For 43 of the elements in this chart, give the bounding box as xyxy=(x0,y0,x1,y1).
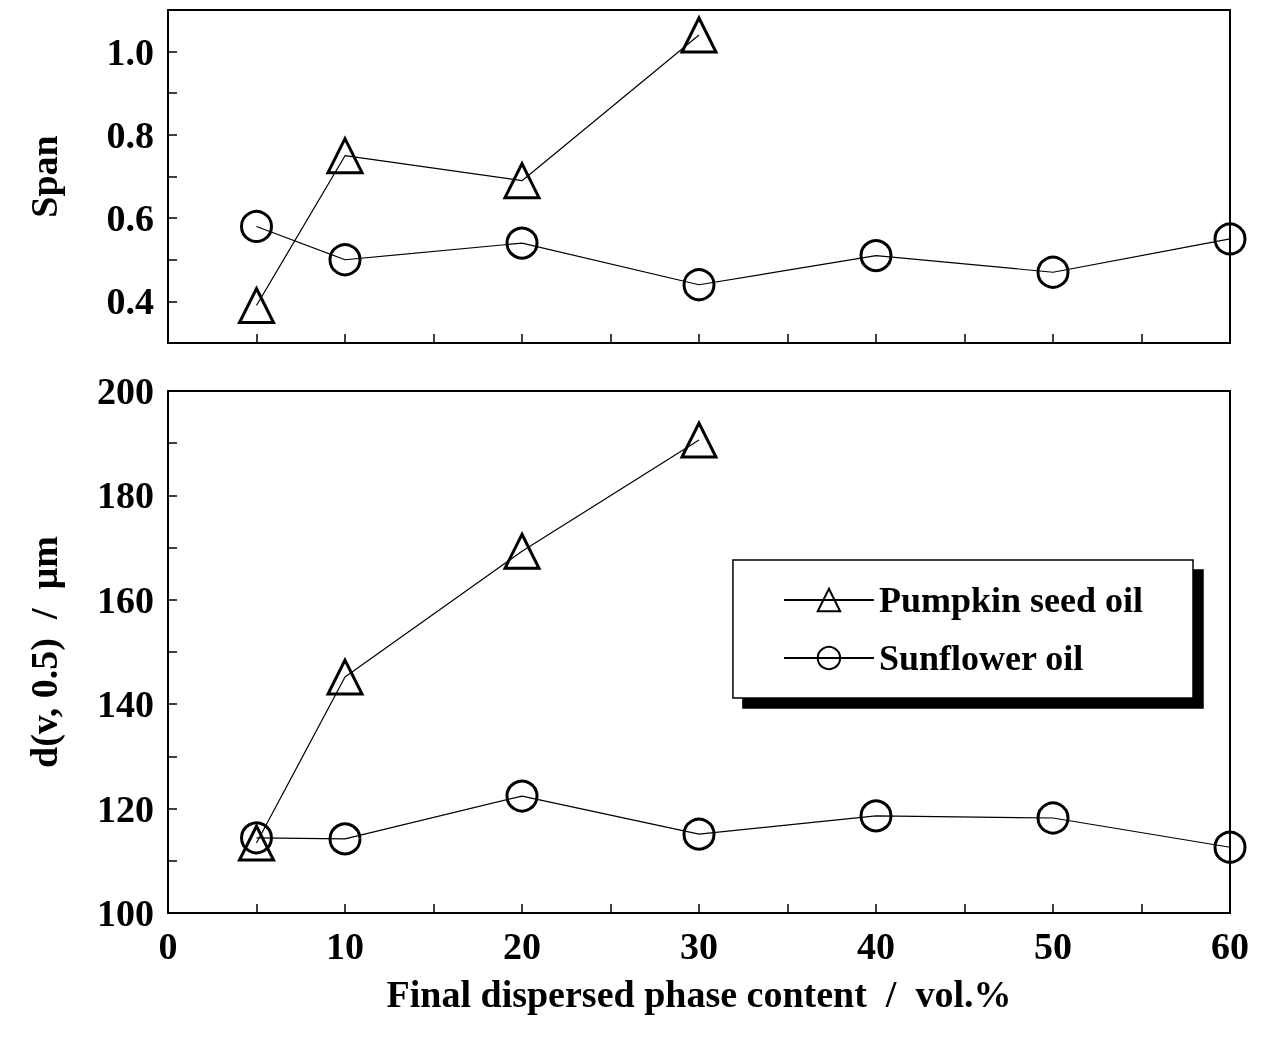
point xyxy=(1036,255,1070,289)
x-tick-label: 50 xyxy=(1034,925,1072,967)
point xyxy=(328,822,362,856)
y-tick-label: 0.6 xyxy=(106,197,154,240)
point xyxy=(680,421,718,459)
point xyxy=(326,658,364,696)
y-tick-label: 0.4 xyxy=(106,280,154,323)
x-tick-label: 10 xyxy=(326,925,364,967)
y-tick-label: 0.8 xyxy=(106,113,154,156)
point xyxy=(859,239,893,273)
x-axis-title: Final dispersed phase content / vol.% xyxy=(386,973,1012,1015)
point xyxy=(682,268,716,302)
point xyxy=(505,779,539,813)
legend-label: Pumpkin seed oil xyxy=(878,580,1143,620)
y-tick-label: 180 xyxy=(97,474,154,517)
point xyxy=(238,824,275,862)
y-tick-label: 140 xyxy=(97,683,154,726)
point xyxy=(503,532,541,570)
x-tick-label: 30 xyxy=(680,925,718,967)
x-tick-label: 60 xyxy=(1211,925,1249,967)
x-tick-label: 20 xyxy=(503,925,541,967)
point xyxy=(1213,830,1247,864)
point xyxy=(326,137,364,175)
point xyxy=(859,799,893,833)
x-tick-label: 40 xyxy=(857,925,895,967)
x-tick-label: 0 xyxy=(158,925,178,967)
y-tick-label: 120 xyxy=(97,787,154,830)
legend-label: Sunflower oil xyxy=(878,638,1084,678)
y-tick-label: 100 xyxy=(97,892,154,934)
point xyxy=(682,817,716,851)
y-axis-title: d(v, 0.5) / µm xyxy=(23,536,66,768)
y-tick-label: 160 xyxy=(97,578,154,621)
y-tick-label: 1.0 xyxy=(106,30,154,73)
point xyxy=(1213,222,1247,256)
point xyxy=(238,287,275,325)
point xyxy=(240,209,273,243)
point xyxy=(328,243,362,277)
y-tick-label: 200 xyxy=(97,370,154,412)
y-axis-title: Span xyxy=(23,135,65,218)
point xyxy=(1036,801,1070,835)
point xyxy=(505,226,539,260)
point xyxy=(503,162,541,200)
point xyxy=(680,16,718,54)
